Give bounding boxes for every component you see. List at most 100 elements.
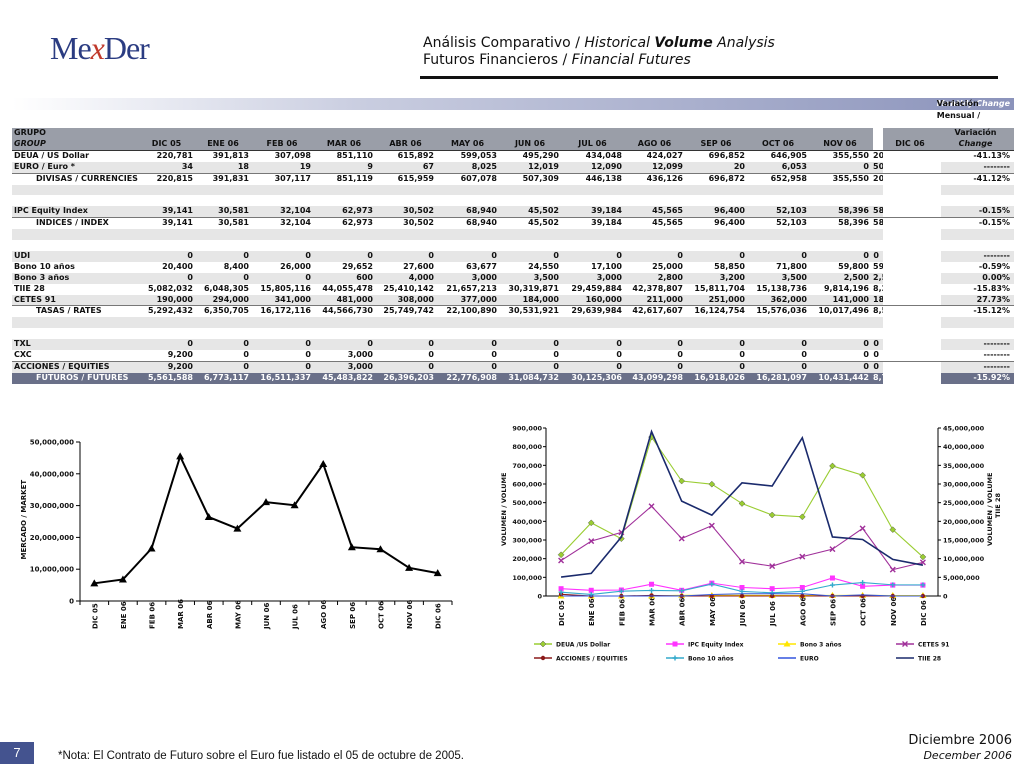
row-value: [749, 229, 811, 241]
market-point: [290, 501, 299, 509]
y2-tick-label: 35,000,000: [943, 462, 985, 470]
y2-tick-label: 15,000,000: [943, 537, 985, 545]
table-row: [12, 229, 1014, 241]
x-tick-label: JUN 06: [739, 600, 747, 627]
row-value: 3,500: [749, 272, 811, 284]
page-number: 7: [0, 742, 34, 764]
row-value: 15,811,704: [694, 283, 745, 293]
series-point-5: [618, 588, 624, 594]
series-point-0: [708, 480, 716, 488]
header-gap: [873, 128, 883, 139]
x-tick-label: MAR 06: [177, 599, 185, 629]
row-value: 50: [873, 161, 883, 174]
row-value: 18: [197, 161, 253, 174]
row-value: 2,500: [873, 272, 883, 284]
row-value: 3,500: [501, 272, 563, 284]
row-value: 0: [438, 360, 501, 373]
row-gap: [883, 328, 941, 340]
row-value: -0.59%: [978, 261, 1010, 271]
table-row: EURO / Euro * 34 18 19 9 67 8,025 12,019 12,090 1…: [12, 161, 1014, 174]
row-value: 32,104: [253, 217, 315, 230]
row-value: 141,000: [811, 294, 873, 306]
row-value: 0: [501, 339, 563, 351]
table-row: [12, 240, 1014, 251]
row-value: 0: [428, 350, 434, 360]
row-value: 27,600: [403, 261, 434, 271]
x-tick-label: FEB 06: [149, 602, 157, 629]
x-tick-label: AGO 06: [799, 597, 807, 626]
y2-axis-title: VOLUMEN / VOLUME: [986, 473, 994, 546]
volume-table: GRUPO Variación GROUP DIC 05 ENE 06 FEB 06 MAR…: [12, 128, 1014, 384]
row-value: [873, 328, 883, 339]
row-value: 481,000: [315, 294, 377, 306]
row-value: 9,814,196: [823, 283, 869, 293]
row-value: 3,000: [563, 272, 626, 284]
series-point-5: [739, 588, 745, 594]
row-value: 0: [553, 350, 559, 360]
series-point-4: [649, 593, 654, 598]
row-value: 68,940: [438, 217, 501, 230]
row-value: 6,773,117: [197, 372, 253, 384]
row-value: 20: [687, 161, 749, 174]
y2-tick-label: 25,000,000: [943, 499, 985, 507]
table-row: [12, 195, 1014, 207]
row-value: 307,098: [274, 150, 311, 160]
row-label: FUTUROS / FUTURES: [12, 372, 140, 384]
header-cell: [501, 128, 563, 139]
legend-label: ACCIONES / EQUITIES: [556, 656, 628, 663]
legend-label: TIIE 28: [918, 656, 941, 663]
row-value: -0.15%: [941, 217, 1014, 230]
row-value: [315, 328, 377, 339]
row-value: 71,800: [776, 261, 807, 271]
row-value: [197, 328, 253, 339]
row-gap: [883, 372, 941, 384]
column-header: ENE 06: [197, 138, 253, 151]
row-value: 0: [197, 339, 253, 351]
row-gap: [883, 261, 941, 273]
series-point-5: [829, 582, 835, 588]
row-value: 42,378,807: [632, 283, 683, 293]
header-cell: [140, 128, 197, 139]
x-tick-label: JUN 06: [263, 603, 271, 630]
series-point-1: [558, 586, 564, 592]
market-line-chart: 0 10,000,000 20,000,000 30,000,000 40,000,00…: [20, 439, 453, 630]
y2-tick-label: 0: [943, 593, 948, 601]
row-value: 184,000: [501, 294, 563, 306]
table-row: ACCIONES / EQUITIES 9,200 0 0 3,000 0 0 0 0 0 0 0 0 0…: [12, 360, 1014, 373]
row-value: 209,352: [873, 172, 883, 185]
table-row: DIVISAS / CURRENCIES 220,815 391,831 307,11…: [12, 172, 1014, 185]
row-value: 0: [873, 350, 879, 360]
row-value: 34: [140, 161, 197, 174]
row-value: [626, 229, 687, 241]
header-cell: [315, 128, 377, 139]
row-value: [197, 195, 253, 206]
row-value: 0: [811, 250, 873, 262]
row-value: 220,815: [140, 172, 197, 185]
series-point-1: [799, 584, 805, 590]
row-value: [687, 328, 749, 339]
series-point-1: [860, 583, 866, 589]
row-value: 16,172,116: [253, 305, 315, 318]
row-value: 0: [739, 350, 745, 360]
row-value: 16,281,097: [749, 372, 811, 384]
row-value: [501, 195, 563, 206]
row-value: [873, 229, 883, 241]
x-tick-label: SEP 06: [829, 599, 837, 626]
row-value: 0: [687, 360, 749, 373]
row-value: 377,000: [438, 294, 501, 306]
x-tick-label: DIC 05: [558, 600, 566, 626]
row-value: [626, 184, 687, 196]
table-row: CETES 91 190,000 294,000 341,000 481,000 308,…: [12, 294, 1014, 306]
row-value: [315, 184, 377, 196]
header-cell: [253, 128, 315, 139]
row-value: 190,000: [140, 294, 197, 306]
row-value: 0: [687, 339, 749, 351]
row-value: [377, 184, 438, 196]
y-axis-title: VOLUMEN / VOLUME: [500, 473, 508, 546]
row-gap: [883, 250, 941, 262]
legend-label: IPC Equity Index: [688, 642, 744, 649]
row-value: 12,099: [626, 161, 687, 174]
row-value: [438, 240, 501, 251]
row-value: 0: [253, 272, 315, 284]
row-value: 0: [140, 339, 197, 351]
